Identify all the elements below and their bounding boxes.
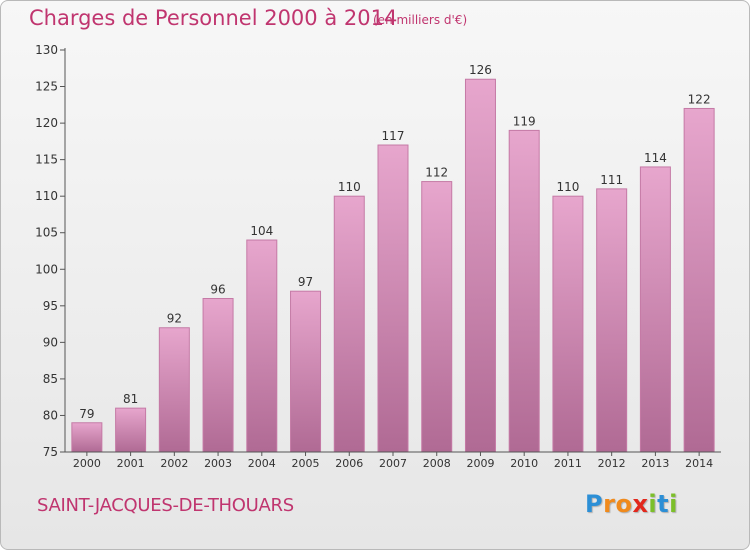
- bar: [683, 107, 715, 453]
- bar-value-label: 117: [382, 129, 405, 143]
- logo-letter: x: [632, 490, 649, 518]
- x-tick-label: 2014: [685, 457, 713, 470]
- bar-value-label: 112: [425, 166, 448, 180]
- bar: [246, 239, 278, 453]
- bar: [333, 195, 365, 453]
- x-tick-label: 2013: [641, 457, 669, 470]
- y-tick-label: 110: [35, 189, 58, 203]
- bar-value-label: 110: [338, 180, 361, 194]
- logo-letter: t: [657, 490, 670, 518]
- bar-value-label: 97: [298, 275, 313, 289]
- bar: [202, 298, 234, 453]
- bar-value-label: 119: [513, 114, 536, 128]
- x-tick-label: 2001: [117, 457, 145, 470]
- bar: [596, 188, 628, 453]
- x-tick-label: 2007: [379, 457, 407, 470]
- chart-title: Charges de Personnel 2000 à 2014: [29, 6, 398, 30]
- y-tick-label: 100: [35, 262, 58, 276]
- y-axis: 75 80 85 90 95 100 105 110 115 120 125 130: [35, 43, 66, 459]
- logo-letter: r: [603, 490, 616, 518]
- place-name: SAINT-JACQUES-DE-THOUARS: [37, 495, 294, 516]
- x-axis: 2000 2001 2002 2003 2004 2005 2006 2007 2008 2009…: [65, 451, 721, 470]
- x-tick-label: 2012: [598, 457, 626, 470]
- x-tick-label: 2005: [292, 457, 320, 470]
- x-tick-label: 2002: [160, 457, 188, 470]
- bar: [508, 129, 540, 453]
- bar: [158, 327, 190, 453]
- logo-letter: i: [669, 490, 678, 518]
- bar-value-label: 96: [210, 283, 225, 297]
- bar-value-label: 110: [556, 180, 579, 194]
- bar: [71, 422, 103, 453]
- logo-letter: o: [615, 490, 633, 518]
- y-tick-label: 90: [43, 335, 58, 349]
- x-tick-label: 2009: [466, 457, 494, 470]
- bar-value-label: 92: [167, 312, 182, 326]
- y-tick-label: 125: [35, 80, 58, 94]
- bar-value-label: 79: [79, 407, 94, 421]
- bar: [115, 407, 147, 453]
- bar: [290, 290, 322, 453]
- y-tick-label: 85: [43, 372, 58, 386]
- bar: [421, 181, 453, 453]
- logo-letter: i: [648, 490, 658, 518]
- bar-value-label: 114: [644, 151, 667, 165]
- bar-value-label: 104: [250, 224, 273, 238]
- y-tick-label: 115: [35, 153, 58, 167]
- bars: 79 81 92 96 104 97 110 117 112 126 119 110 111 114 122: [71, 63, 715, 453]
- bar: [552, 195, 584, 453]
- x-tick-label: 2011: [554, 457, 582, 470]
- logo-letter: P: [585, 490, 604, 518]
- y-tick-label: 75: [43, 445, 58, 459]
- x-tick-label: 2010: [510, 457, 538, 470]
- x-tick-label: 2008: [423, 457, 451, 470]
- y-tick-label: 105: [35, 226, 58, 240]
- bar-value-label: 81: [123, 392, 138, 406]
- x-tick-label: 2000: [73, 457, 101, 470]
- bar: [377, 144, 409, 453]
- y-tick-label: 130: [35, 43, 58, 57]
- y-tick-label: 95: [43, 299, 58, 313]
- chart-subtitle: (en milliers d'€): [373, 13, 468, 27]
- bar-value-label: 122: [688, 92, 711, 106]
- x-tick-label: 2003: [204, 457, 232, 470]
- bar-value-label: 126: [469, 63, 492, 77]
- x-tick-label: 2004: [248, 457, 276, 470]
- x-tick-label: 2006: [335, 457, 363, 470]
- bar: [639, 166, 671, 453]
- proxiti-logo: Proxiti: [585, 490, 678, 518]
- bar: [464, 78, 496, 453]
- y-tick-label: 80: [43, 408, 58, 422]
- bar-value-label: 111: [600, 173, 623, 187]
- y-tick-label: 120: [35, 116, 58, 130]
